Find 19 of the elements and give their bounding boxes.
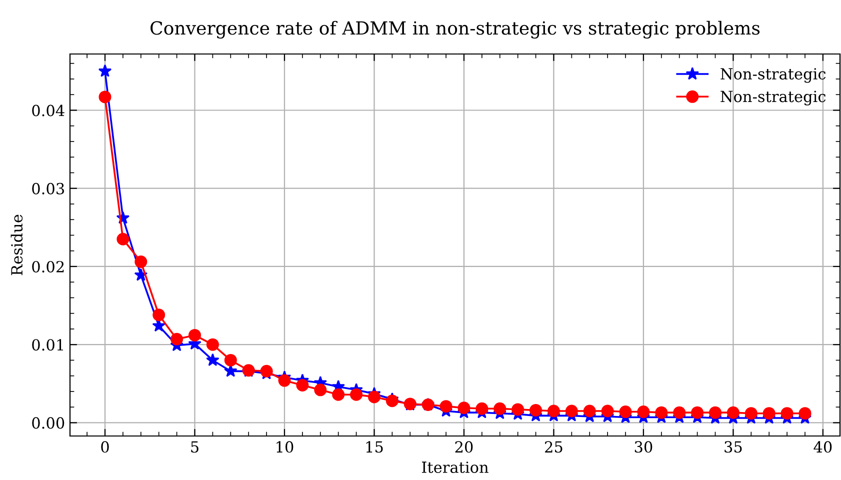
x-tick-label: 10 bbox=[276, 441, 294, 453]
chart-title: Convergence rate of ADMM in non-strategic vs strategic problems bbox=[150, 20, 760, 39]
x-tick-label: 5 bbox=[191, 441, 198, 453]
y-axis-title: Residue bbox=[10, 214, 23, 276]
x-tick-label: 20 bbox=[455, 441, 473, 453]
y-tick-label: 0.00 bbox=[32, 417, 64, 429]
x-tick-label: 15 bbox=[366, 441, 383, 453]
x-tick-label: 40 bbox=[814, 441, 832, 453]
x-tick-label: 35 bbox=[724, 441, 742, 453]
x-tick-label: 25 bbox=[545, 441, 562, 453]
y-tick-label: 0.02 bbox=[32, 260, 64, 273]
x-tick-label: 0 bbox=[101, 441, 109, 453]
y-tick-label: 0.04 bbox=[32, 104, 64, 116]
x-tick-label: 30 bbox=[634, 441, 652, 453]
x-axis-title: Iteration bbox=[422, 462, 488, 474]
y-tick-label: 0.01 bbox=[32, 339, 63, 351]
y-tick-label: 0.03 bbox=[32, 182, 64, 194]
legend-label: Non-strategic bbox=[720, 90, 826, 106]
legend-label: Non-strategic bbox=[720, 68, 826, 83]
